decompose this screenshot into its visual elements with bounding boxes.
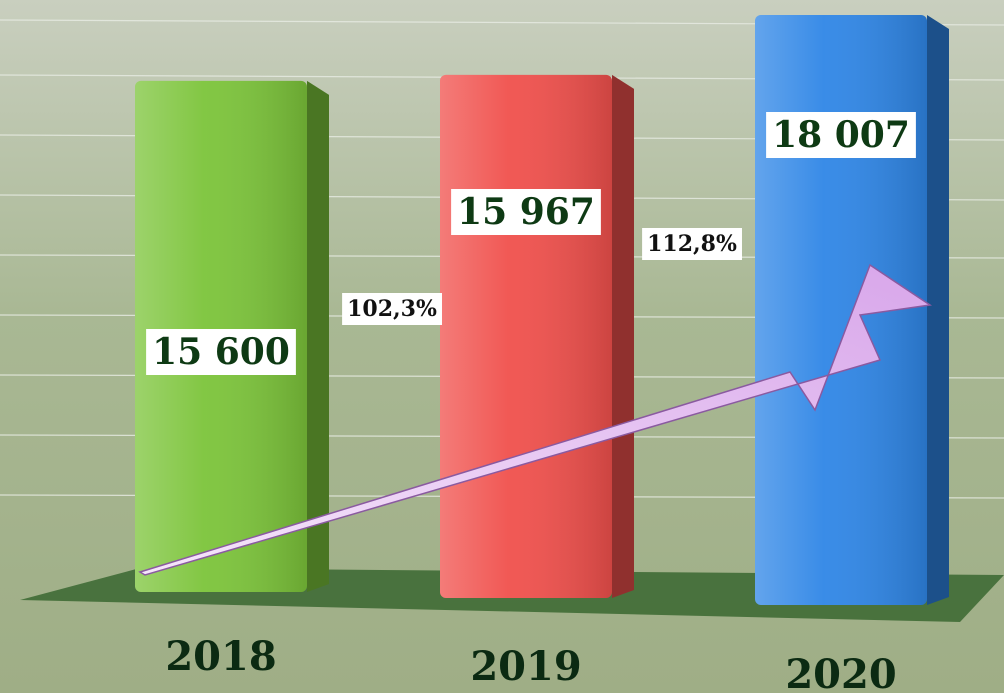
value-label-box: [766, 112, 916, 158]
bar-shine: [440, 74, 612, 598]
x-tick-label: 2020: [785, 651, 896, 693]
growth-percent-box: [642, 228, 742, 260]
growth-arrow: [138, 263, 933, 576]
growth-percent: 112,8%: [647, 231, 737, 257]
x-tick-label: 2019: [470, 643, 581, 690]
value-label-box: [451, 189, 601, 235]
value-label: 15 600: [152, 331, 290, 373]
growth-percent-box: [342, 293, 442, 325]
value-label: 18 007: [772, 114, 910, 156]
bar-shine: [755, 15, 927, 605]
bar-side: [612, 74, 634, 598]
growth-percent: 102,3%: [347, 296, 437, 322]
bar-side: [307, 80, 329, 592]
bar-side: [927, 15, 949, 605]
value-label-box: [146, 329, 296, 375]
value-label: 15 967: [457, 191, 595, 233]
x-tick-label: 2018: [165, 633, 276, 680]
